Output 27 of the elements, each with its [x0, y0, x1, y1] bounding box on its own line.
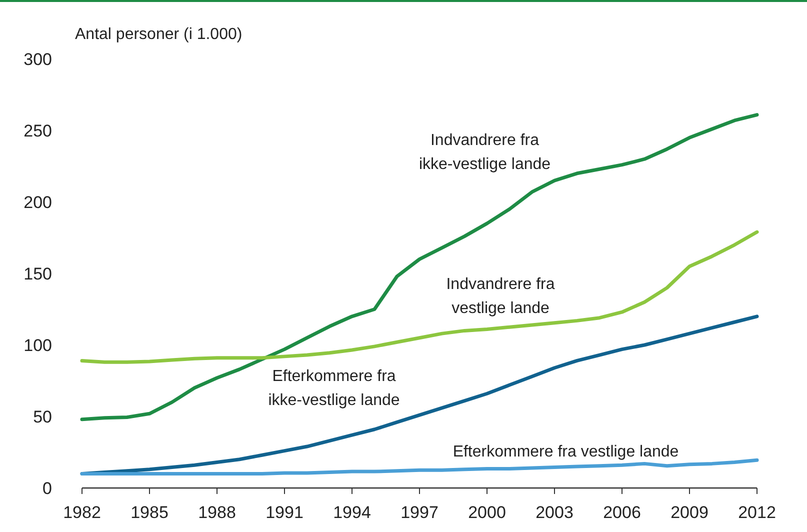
line-series	[80, 314, 759, 476]
line-series	[80, 230, 759, 364]
y-tick-label: 300	[24, 50, 52, 69]
x-tick-label: 2000	[468, 503, 506, 522]
x-tick-label: 1997	[400, 503, 438, 522]
x-tick-label: 1988	[198, 503, 236, 522]
y-tick-label: 150	[24, 264, 52, 284]
y-axis-title: Antal personer (i 1.000)	[75, 26, 242, 43]
line-series	[80, 113, 759, 422]
x-tick-label: 2012	[738, 503, 776, 522]
x-tick-label: 1982	[63, 503, 101, 522]
x-tick-label: 1994	[333, 503, 371, 522]
x-tick-label: 1985	[130, 503, 168, 522]
x-tick-label: 2009	[670, 503, 708, 522]
series-label: Indvandrere fra vestlige lande	[446, 276, 555, 318]
series-label: Efterkommere fra ikke-vestlige lande	[268, 368, 400, 409]
series-label: Efterkommere fra vestlige lande	[452, 444, 679, 461]
y-tick-label: 0	[42, 479, 52, 498]
y-tick-label: 50	[33, 408, 52, 426]
y-tick-label: 100	[24, 336, 52, 355]
x-tick-label: 1991	[266, 503, 304, 522]
x-tick-label: 2006	[603, 503, 641, 522]
series-label: Indvandrere fra ikke-vestlige lande	[418, 132, 551, 173]
line-series	[80, 458, 759, 476]
x-tick-label: 2003	[536, 503, 574, 522]
y-tick-label: 250	[24, 122, 52, 140]
y-tick-label: 200	[24, 193, 52, 212]
